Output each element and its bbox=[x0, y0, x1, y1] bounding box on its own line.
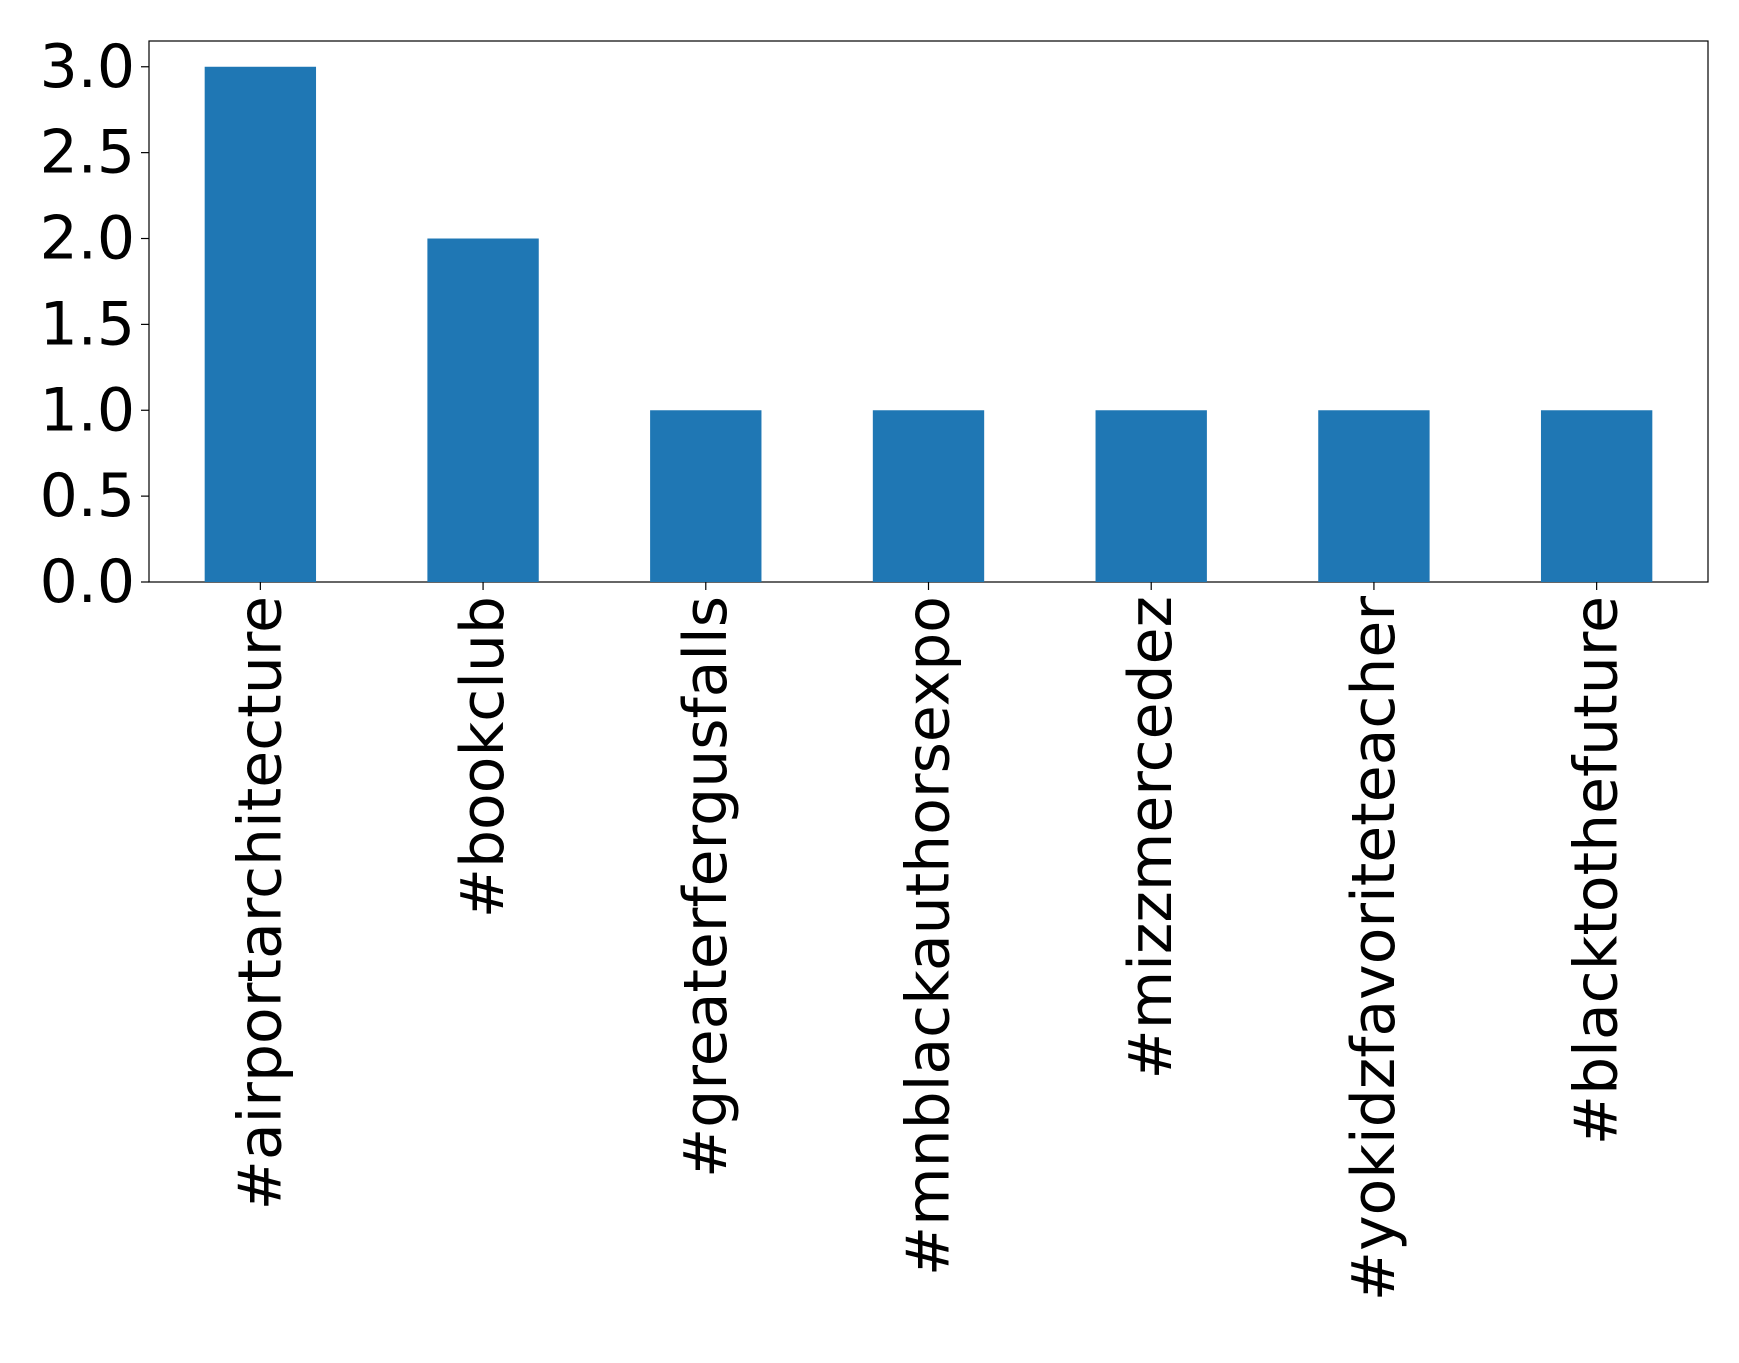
y-tick-label: 0.5 bbox=[40, 461, 135, 531]
y-tick-label: 2.0 bbox=[40, 204, 135, 274]
bar bbox=[650, 410, 762, 582]
y-tick-label: 3.0 bbox=[40, 32, 135, 102]
x-tick-label: #mnblackauthorsexpo bbox=[894, 596, 964, 1276]
x-tick-label: #greaterfergusfalls bbox=[671, 596, 741, 1178]
y-tick-label: 1.0 bbox=[40, 375, 135, 445]
bar bbox=[1095, 410, 1207, 582]
y-tick-label: 0.0 bbox=[40, 547, 135, 617]
bar bbox=[1540, 410, 1653, 582]
bar bbox=[1318, 410, 1430, 582]
bar bbox=[204, 66, 317, 582]
x-tick-label: #bookclub bbox=[448, 596, 518, 918]
x-tick-label: #airportarchitecture bbox=[225, 596, 295, 1210]
y-tick-label: 2.5 bbox=[40, 118, 135, 188]
x-tick-label: #mizzmercedez bbox=[1116, 596, 1186, 1080]
bar bbox=[427, 238, 539, 582]
x-tick-label: #blacktothefuture bbox=[1562, 596, 1632, 1145]
y-tick-label: 1.5 bbox=[40, 289, 135, 359]
x-tick-label: #yokidzfavoriteteacher bbox=[1339, 596, 1409, 1302]
bar bbox=[872, 410, 985, 582]
